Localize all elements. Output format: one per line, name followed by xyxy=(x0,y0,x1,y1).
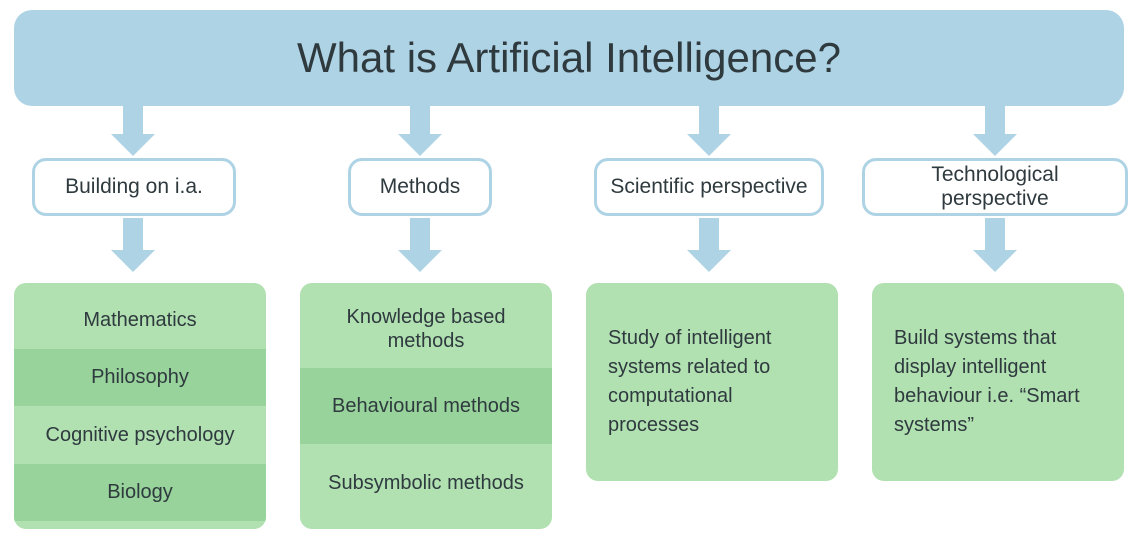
panel-building-on: Mathematics Philosophy Cognitive psychol… xyxy=(14,283,266,529)
list-item: Knowledge based methods xyxy=(300,291,552,368)
category-building-on: Building on i.a. xyxy=(32,158,236,216)
category-technological: Technological perspective xyxy=(862,158,1128,216)
arrow-down-icon xyxy=(694,218,724,272)
panel-body: Build systems that display intelligent b… xyxy=(894,324,1102,440)
list-item: Subsymbolic methods xyxy=(300,444,552,521)
list-item: Behavioural methods xyxy=(300,368,552,445)
arrow-down-icon xyxy=(980,104,1010,154)
arrow-down-icon xyxy=(694,104,724,154)
arrow-down-icon xyxy=(118,104,148,154)
list-item: Philosophy xyxy=(14,349,266,407)
category-scientific: Scientific perspective xyxy=(594,158,824,216)
list-item: Mathematics xyxy=(14,291,266,349)
list-item: Cognitive psychology xyxy=(14,406,266,464)
arrow-down-icon xyxy=(405,218,435,272)
arrow-down-icon xyxy=(118,218,148,272)
panel-methods: Knowledge based methods Behavioural meth… xyxy=(300,283,552,529)
panel-technological: Build systems that display intelligent b… xyxy=(872,283,1124,481)
arrow-down-icon xyxy=(405,104,435,154)
arrow-down-icon xyxy=(980,218,1010,272)
panel-scientific: Study of intelligent systems related to … xyxy=(586,283,838,481)
diagram-title: What is Artificial Intelligence? xyxy=(14,10,1124,106)
panel-body: Study of intelligent systems related to … xyxy=(608,324,816,440)
category-methods: Methods xyxy=(348,158,492,216)
list-item: Biology xyxy=(14,464,266,522)
